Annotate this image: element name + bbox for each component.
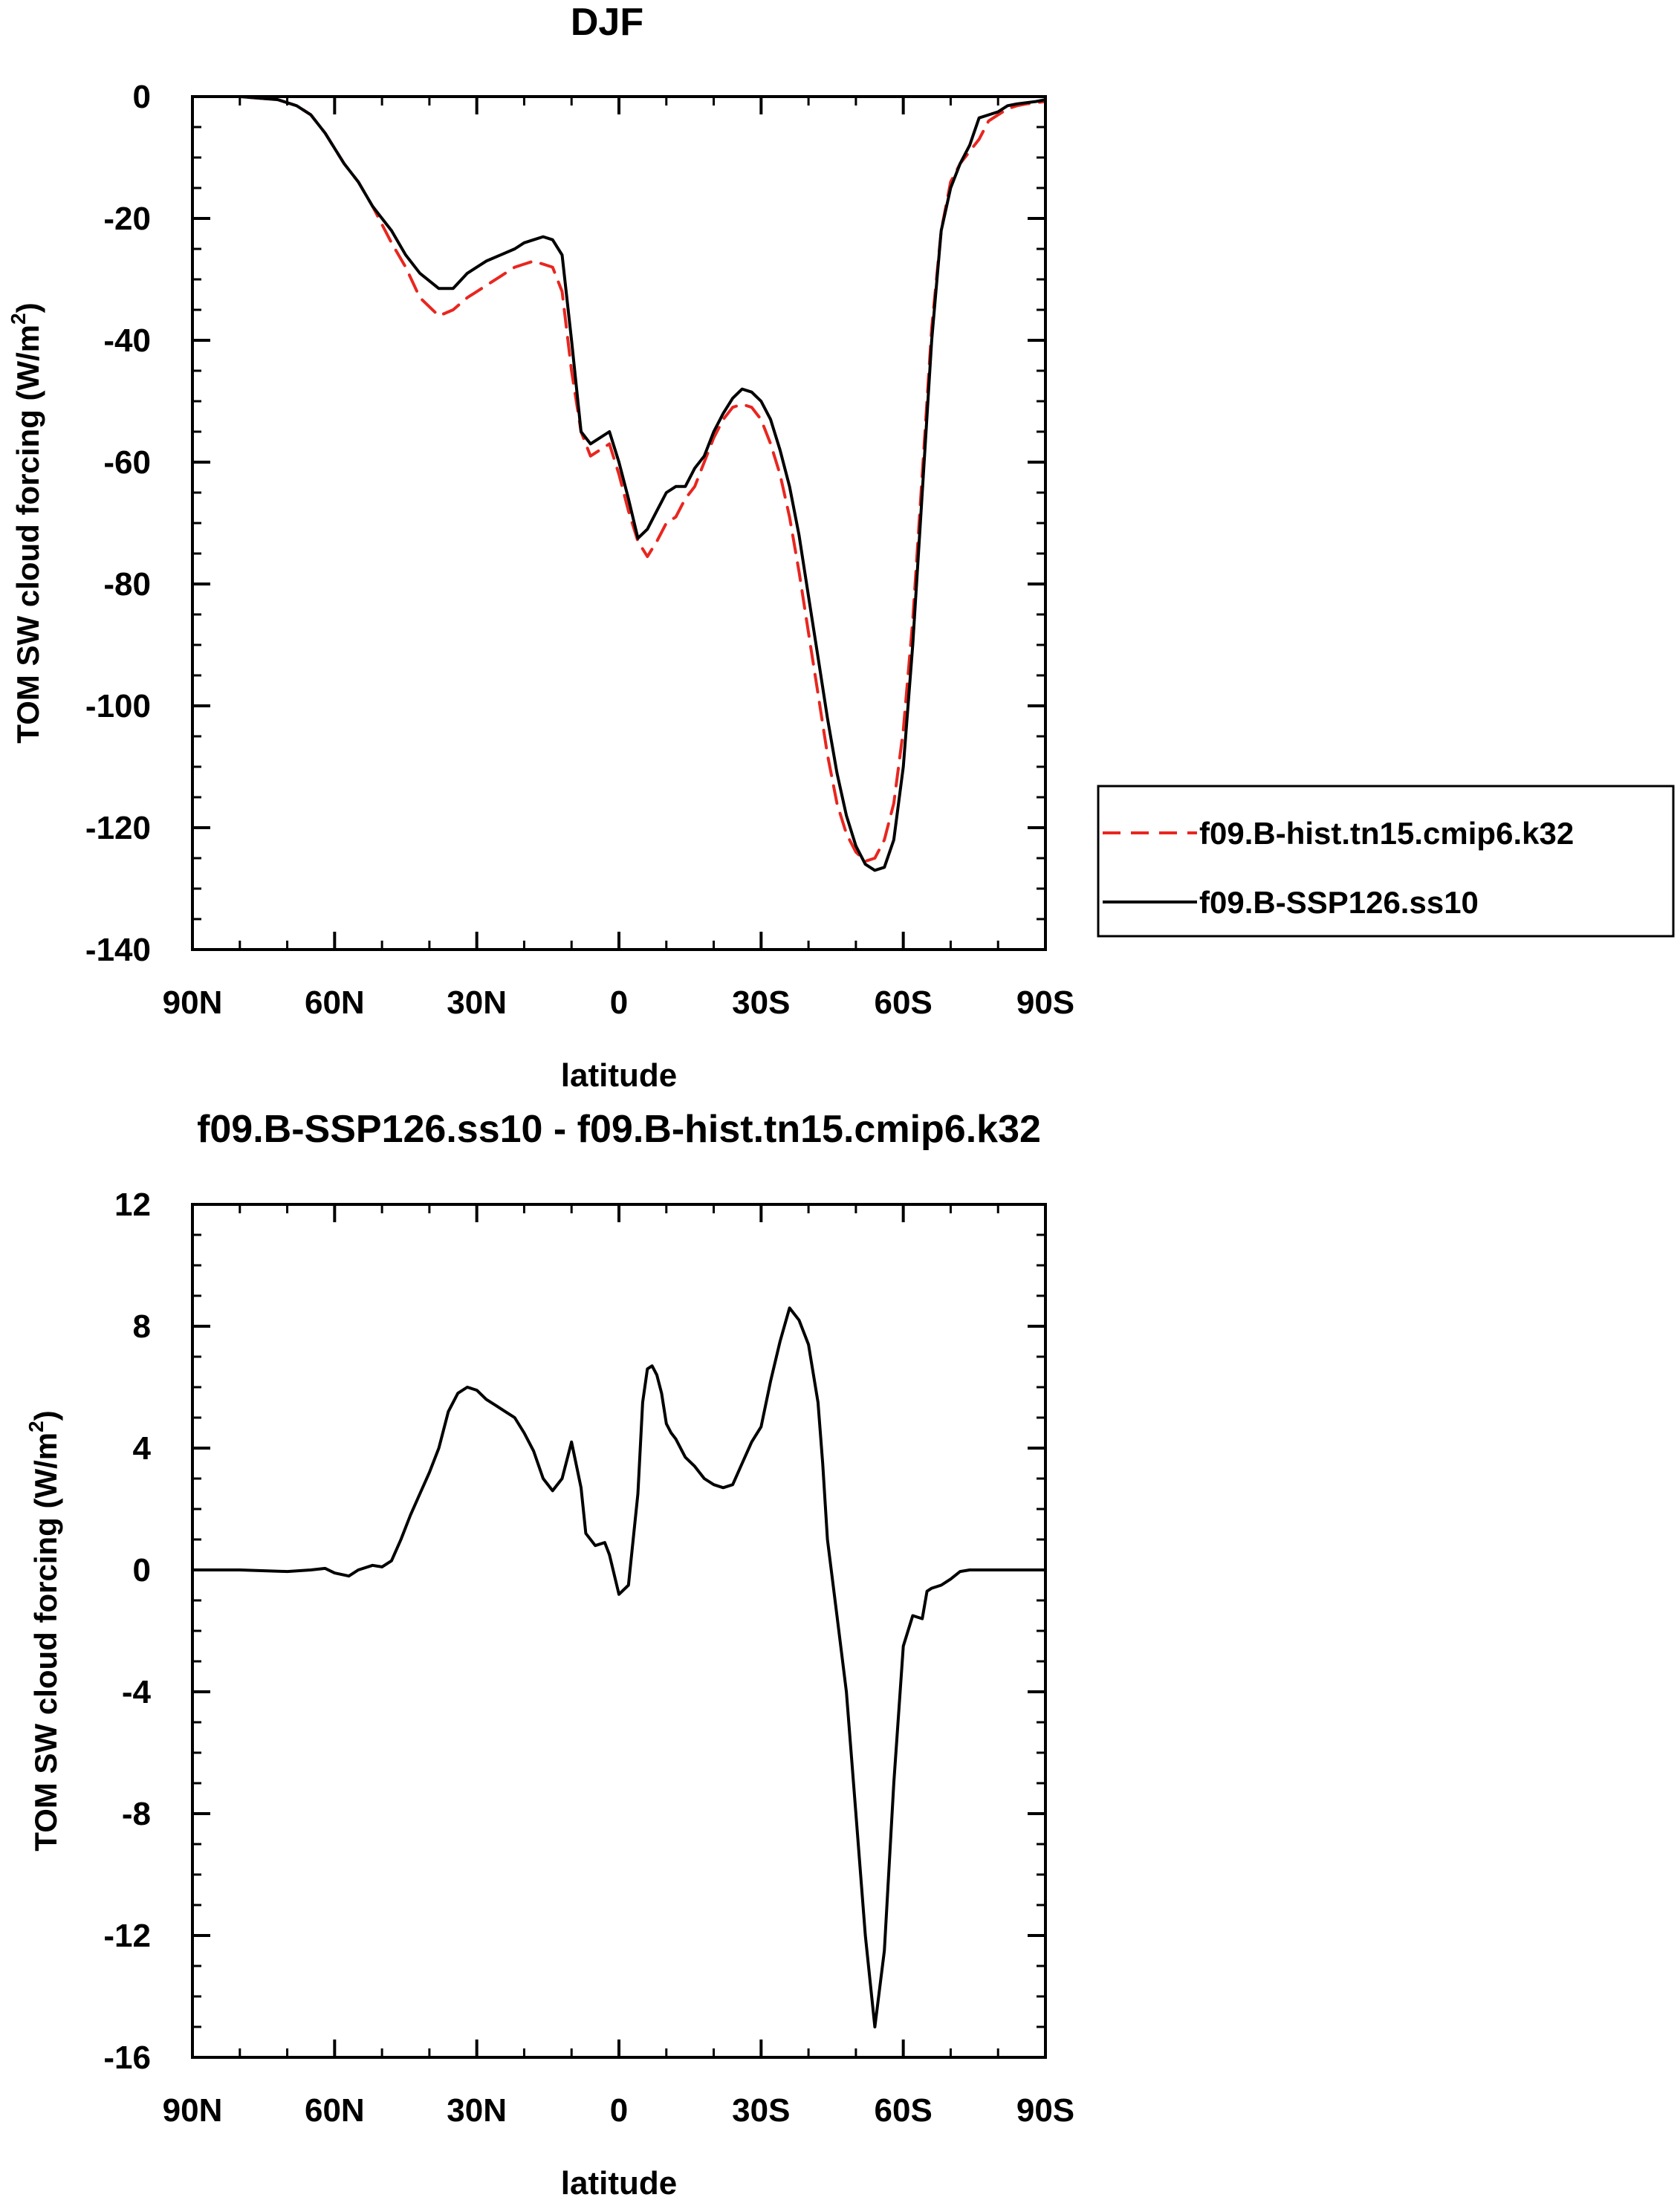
bottom-y-tick-label: -8 bbox=[122, 1796, 151, 1832]
top-x-axis-label: latitude bbox=[561, 1057, 677, 1094]
top-series-line-0 bbox=[191, 95, 1047, 863]
top-x-tick-label: 60N bbox=[305, 984, 365, 1021]
bottom-series-line-0 bbox=[191, 1306, 1047, 2028]
bottom-y-axis-label-close: ) bbox=[28, 1410, 63, 1421]
top-y-tick-label: -60 bbox=[103, 444, 151, 481]
bottom-x-axis-label: latitude bbox=[561, 2165, 677, 2200]
bottom-y-tick-label: 0 bbox=[133, 1552, 151, 1589]
bottom-y-tick-label: 4 bbox=[133, 1430, 152, 1467]
top-panel: DJF 90N 60N 30N 0 30S 60S 90S 0 -20 -40 -60 -80 -100… bbox=[7, 1, 1675, 1094]
bottom-y-tick-label: -12 bbox=[103, 1918, 151, 1954]
top-plot-frame bbox=[191, 95, 1047, 951]
top-chart-marks: 90N 60N 30N 0 30S 60S 90S 0 -20 -40 -60 -80 -100 -120… bbox=[85, 79, 1074, 1021]
bottom-y-tick-label: 8 bbox=[133, 1308, 151, 1345]
bottom-y-tick-label: 12 bbox=[114, 1187, 151, 1223]
top-y-tick-label: -100 bbox=[85, 688, 151, 724]
top-y-axis-label: TOM SW cloud forcing (W/m2) bbox=[7, 302, 45, 743]
top-chart-legend: f09.B-hist.tn15.cmip6.k32 f09.B-SSP126.s… bbox=[1097, 785, 1675, 938]
bottom-x-tick-label: 90N bbox=[163, 2092, 223, 2129]
top-x-tick-label: 90N bbox=[163, 984, 223, 1021]
bottom-x-tick-label: 60S bbox=[875, 2092, 933, 2129]
top-y-tick-label: -40 bbox=[103, 322, 151, 359]
bottom-y-axis-label: TOM SW cloud forcing (W/m2) bbox=[25, 1410, 63, 1851]
bottom-x-tick-label: 90S bbox=[1016, 2092, 1074, 2129]
top-x-tick-label: 60S bbox=[875, 984, 933, 1021]
top-x-tick-label: 30N bbox=[447, 984, 507, 1021]
top-y-axis-label-sup: 2 bbox=[7, 313, 30, 325]
top-chart-title: DJF bbox=[571, 1, 643, 44]
top-x-tick-label: 30S bbox=[732, 984, 790, 1021]
top-series-line-1 bbox=[191, 95, 1047, 872]
legend-label-ssp126: f09.B-SSP126.ss10 bbox=[1199, 885, 1479, 920]
top-y-tick-label: -80 bbox=[103, 566, 151, 603]
bottom-x-tick-label: 0 bbox=[610, 2092, 628, 2129]
bottom-y-tick-label: -16 bbox=[103, 2040, 151, 2076]
legend-frame bbox=[1097, 785, 1675, 938]
top-y-axis-label-main: TOM SW cloud forcing (W/m bbox=[10, 325, 45, 744]
bottom-x-tick-label: 60N bbox=[305, 2092, 365, 2129]
bottom-panel: f09.B-SSP126.ss10 - f09.B-hist.tn15.cmip… bbox=[25, 1108, 1074, 2200]
top-y-tick-label: -120 bbox=[85, 810, 151, 846]
bottom-plot-frame bbox=[191, 1203, 1047, 2059]
bottom-chart-marks: 90N 60N 30N 0 30S 60S 90S 12 8 4 0 -4 -8 -12 -16 bbox=[103, 1187, 1074, 2129]
top-x-tick-label: 90S bbox=[1016, 984, 1074, 1021]
bottom-y-axis-label-main: TOM SW cloud forcing (W/m bbox=[28, 1432, 63, 1852]
bottom-y-axis-label-sup: 2 bbox=[25, 1421, 48, 1432]
legend-label-hist: f09.B-hist.tn15.cmip6.k32 bbox=[1199, 816, 1574, 851]
bottom-x-tick-label: 30N bbox=[447, 2092, 507, 2129]
top-y-tick-label: -20 bbox=[103, 201, 151, 237]
top-x-tick-label: 0 bbox=[610, 984, 628, 1021]
top-y-tick-label: 0 bbox=[133, 79, 151, 115]
bottom-y-tick-label: -4 bbox=[122, 1674, 152, 1710]
top-y-axis-label-close: ) bbox=[10, 302, 45, 313]
bottom-x-tick-label: 30S bbox=[732, 2092, 790, 2129]
bottom-chart-title: f09.B-SSP126.ss10 - f09.B-hist.tn15.cmip… bbox=[197, 1108, 1041, 1151]
top-y-tick-label: -140 bbox=[85, 932, 151, 968]
